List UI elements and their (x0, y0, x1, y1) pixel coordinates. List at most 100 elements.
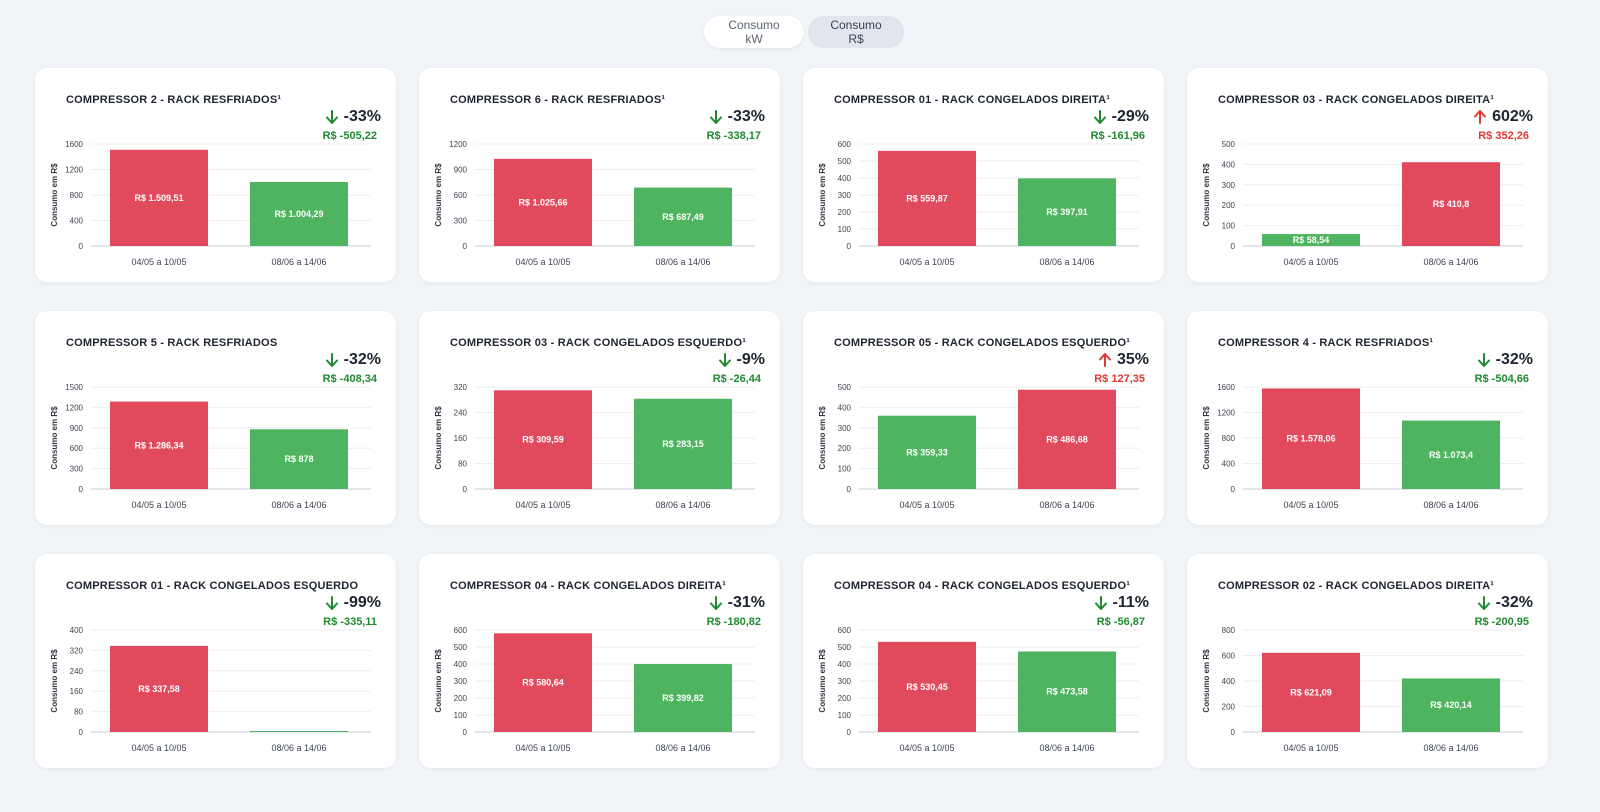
y-tick-label: 900 (70, 424, 84, 433)
change-value: R$ 352,26 (1478, 130, 1529, 142)
change-percent-value: -33% (727, 108, 765, 125)
bar[interactable] (1262, 388, 1360, 489)
y-tick-label: 1200 (65, 166, 83, 175)
change-percent: -32% (325, 351, 381, 369)
y-tick-label: 200 (1222, 201, 1236, 210)
unit-toggle: Consumo kW Consumo R$ (704, 16, 904, 48)
chart-card: COMPRESSOR 01 - RACK CONGELADOS DIREITA¹… (803, 68, 1164, 282)
bar[interactable] (110, 149, 208, 246)
x-category-label: 08/06 a 14/06 (655, 743, 710, 753)
arrow-down-icon (325, 353, 338, 367)
bar[interactable] (878, 415, 976, 489)
bar-value-label: R$ 1.073,4 (1429, 450, 1473, 460)
y-tick-label: 0 (463, 485, 468, 494)
chart-title: COMPRESSOR 04 - RACK CONGELADOS DIREITA¹ (450, 580, 727, 592)
x-category-label: 08/06 a 14/06 (271, 257, 326, 267)
y-tick-label: 500 (838, 643, 852, 652)
bar[interactable] (494, 390, 592, 489)
bar[interactable] (1018, 178, 1116, 246)
bar[interactable] (634, 664, 732, 732)
y-tick-label: 0 (79, 728, 84, 737)
arrow-down-icon (718, 353, 731, 367)
chart-card: COMPRESSOR 04 - RACK CONGELADOS DIREITA¹… (419, 554, 780, 768)
x-category-label: 08/06 a 14/06 (1423, 257, 1478, 267)
bar[interactable] (110, 645, 208, 732)
y-tick-label: 400 (838, 660, 852, 669)
bar[interactable] (1402, 162, 1500, 246)
y-tick-label: 0 (847, 242, 852, 251)
y-tick-label: 500 (454, 643, 468, 652)
bar[interactable] (250, 429, 348, 489)
y-tick-label: 800 (1222, 434, 1236, 443)
change-percent: -11% (1094, 594, 1149, 612)
bar[interactable] (1018, 651, 1116, 732)
y-axis-title: Consumo em R$ (818, 649, 827, 713)
bar-chart: Consumo em R$ 0 80 160 240 320 400 R$ 337,58 04/… (50, 626, 371, 753)
bar-chart: Consumo em R$ 0 100 200 300 400 500 600 R$ 530,4… (818, 626, 1139, 753)
y-tick-label: 0 (79, 242, 84, 251)
y-tick-label: 0 (1231, 485, 1236, 494)
arrow-down-icon (325, 110, 338, 124)
x-category-label: 08/06 a 14/06 (271, 743, 326, 753)
change-percent: -33% (709, 108, 765, 126)
bar[interactable] (1018, 389, 1116, 489)
change-percent-value: -32% (1495, 351, 1533, 368)
y-tick-label: 500 (1222, 140, 1236, 149)
change-percent-value: -32% (1495, 594, 1533, 611)
y-tick-label: 160 (70, 687, 84, 696)
bar[interactable] (634, 398, 732, 489)
toggle-consumo-kw-button[interactable]: Consumo kW (704, 16, 804, 48)
y-tick-label: 800 (1222, 626, 1236, 635)
y-tick-label: 0 (847, 728, 852, 737)
bar[interactable] (1262, 234, 1360, 246)
change-value: R$ 127,35 (1094, 373, 1145, 385)
change-percent-value: -11% (1112, 594, 1149, 611)
bar[interactable] (1262, 652, 1360, 732)
bar[interactable] (250, 731, 348, 732)
y-tick-label: 800 (70, 191, 84, 200)
y-tick-label: 300 (838, 191, 852, 200)
y-tick-label: 600 (454, 626, 468, 635)
change-percent: -99% (325, 594, 381, 612)
change-percent-value: 35% (1116, 351, 1149, 368)
bar[interactable] (494, 158, 592, 246)
bar[interactable] (110, 401, 208, 489)
bar[interactable] (250, 181, 348, 246)
y-tick-label: 500 (838, 383, 852, 392)
x-category-label: 08/06 a 14/06 (1039, 743, 1094, 753)
y-tick-label: 1200 (449, 140, 467, 149)
y-axis-title: Consumo em R$ (50, 163, 59, 227)
bar[interactable] (634, 187, 732, 246)
change-percent-value: -33% (343, 108, 381, 125)
y-tick-label: 400 (70, 217, 84, 226)
bar-value-label: R$ 1.578,06 (1286, 434, 1335, 444)
y-tick-label: 240 (454, 409, 468, 418)
x-category-label: 04/05 a 10/05 (1283, 500, 1338, 510)
change-percent: -32% (1477, 351, 1533, 369)
y-axis-title: Consumo em R$ (50, 649, 59, 713)
y-tick-label: 600 (1222, 652, 1236, 661)
bar-value-label: R$ 337,58 (138, 684, 180, 694)
x-category-label: 04/05 a 10/05 (515, 743, 570, 753)
y-axis-title: Consumo em R$ (1202, 406, 1211, 470)
y-tick-label: 600 (838, 140, 852, 149)
chart-card: COMPRESSOR 03 - RACK CONGELADOS ESQUERDO… (419, 311, 780, 525)
y-tick-label: 300 (454, 677, 468, 686)
bar[interactable] (1402, 420, 1500, 489)
x-category-label: 04/05 a 10/05 (515, 257, 570, 267)
bar[interactable] (1402, 678, 1500, 732)
y-tick-label: 500 (838, 157, 852, 166)
chart-card: COMPRESSOR 5 - RACK RESFRIADOS -32% R$ -40… (35, 311, 396, 525)
bar-value-label: R$ 283,15 (662, 439, 704, 449)
bar-value-label: R$ 58,54 (1293, 235, 1330, 245)
x-category-label: 04/05 a 10/05 (1283, 257, 1338, 267)
bar[interactable] (878, 150, 976, 246)
bar[interactable] (494, 633, 592, 732)
chart-card: COMPRESSOR 6 - RACK RESFRIADOS¹ -33% R$ -3… (419, 68, 780, 282)
bar[interactable] (878, 641, 976, 732)
y-tick-label: 100 (838, 225, 852, 234)
bar-value-label: R$ 397,91 (1046, 207, 1088, 217)
bar-chart: Consumo em R$ 0 100 200 300 400 500 600 R$ 559,8… (818, 140, 1139, 267)
y-axis-title: Consumo em R$ (50, 406, 59, 470)
toggle-consumo-rs-button[interactable]: Consumo R$ (808, 16, 904, 48)
